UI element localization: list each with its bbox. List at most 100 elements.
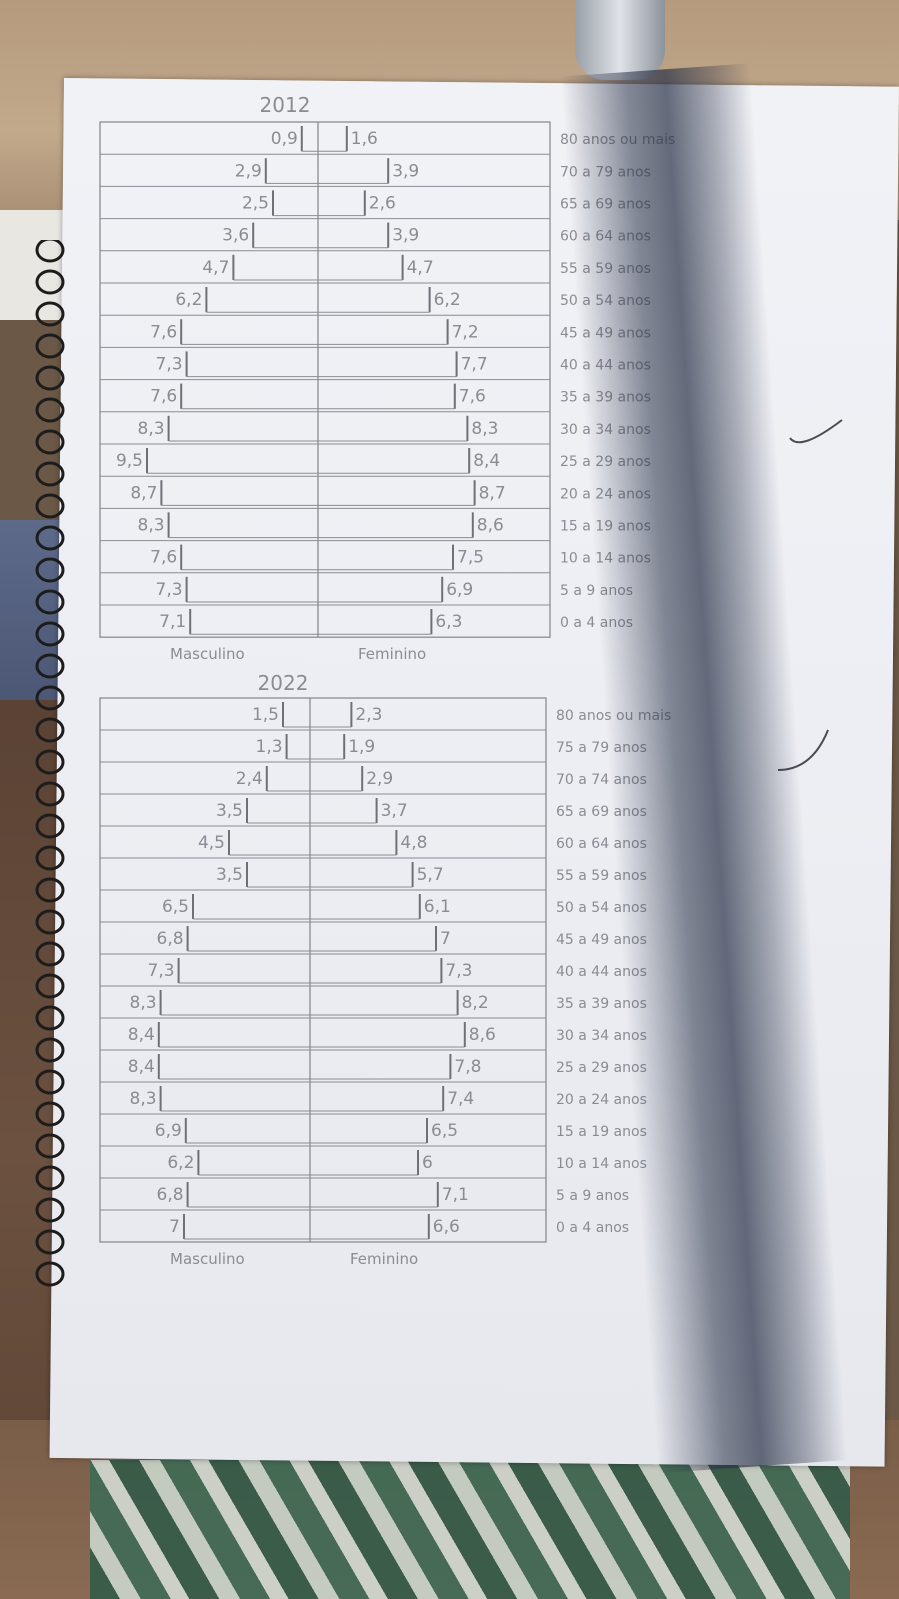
male-value-label: 6,2	[167, 1153, 194, 1173]
age-group-label: 0 a 4 anos	[556, 1220, 629, 1236]
spiral-ring	[35, 813, 65, 839]
male-value-label: 2,4	[236, 769, 263, 789]
male-value-label: 7,3	[148, 961, 175, 981]
female-value-label: 7,3	[445, 961, 472, 981]
spiral-ring	[35, 1261, 65, 1287]
age-group-label: 15 a 19 anos	[556, 1124, 647, 1140]
series-label-male: Masculino	[170, 645, 245, 663]
female-value-label: 6,6	[433, 1217, 460, 1237]
female-value-label: 7,2	[452, 322, 479, 342]
age-group-label: 20 a 24 anos	[556, 1092, 647, 1108]
female-value-label: 8,3	[471, 419, 498, 439]
male-value-label: 6,9	[155, 1121, 182, 1141]
male-value-label: 3,5	[216, 801, 243, 821]
age-group-label: 5 a 9 anos	[560, 583, 633, 599]
spiral-ring	[35, 941, 65, 967]
female-value-label: 1,9	[348, 737, 375, 757]
female-value-label: 5,7	[417, 865, 444, 885]
spiral-ring	[35, 1229, 65, 1255]
notebook-spiral	[35, 240, 65, 1287]
series-label-female: Feminino	[358, 645, 426, 663]
spiral-ring	[35, 1069, 65, 1095]
age-group-label: 75 a 79 anos	[556, 740, 647, 756]
spiral-ring	[35, 973, 65, 999]
age-group-label: 0 a 4 anos	[560, 615, 633, 631]
age-group-label: 35 a 39 anos	[556, 996, 647, 1012]
male-value-label: 7,6	[150, 322, 177, 342]
male-value-label: 7,6	[150, 387, 177, 407]
age-group-label: 40 a 44 anos	[556, 964, 647, 980]
age-group-label: 30 a 34 anos	[556, 1028, 647, 1044]
series-label-male: Masculino	[170, 1250, 245, 1268]
age-group-label: 65 a 69 anos	[560, 197, 651, 213]
age-group-label: 20 a 24 anos	[560, 486, 651, 502]
female-value-label: 7,7	[461, 355, 488, 375]
female-value-label: 8,4	[473, 451, 500, 471]
spiral-ring	[35, 301, 65, 327]
spiral-ring	[35, 461, 65, 487]
spiral-ring	[35, 1101, 65, 1127]
age-group-label: 60 a 64 anos	[556, 836, 647, 852]
male-value-label: 8,7	[130, 483, 157, 503]
female-value-label: 2,9	[366, 769, 393, 789]
female-value-label: 1,6	[351, 129, 378, 149]
male-value-label: 7,1	[159, 612, 186, 632]
female-value-label: 6,2	[434, 290, 461, 310]
age-group-label: 15 a 19 anos	[560, 519, 651, 535]
age-group-label: 30 a 34 anos	[560, 422, 651, 438]
age-group-label: 45 a 49 anos	[556, 932, 647, 948]
chart-frame	[99, 697, 547, 1243]
spiral-ring	[35, 269, 65, 295]
spiral-ring	[35, 877, 65, 903]
female-value-label: 8,2	[462, 993, 489, 1013]
age-group-label: 80 anos ou mais	[560, 132, 675, 148]
male-value-label: 8,3	[138, 516, 165, 536]
male-value-label: 4,5	[198, 833, 225, 853]
spiral-ring	[35, 1133, 65, 1159]
spiral-ring	[35, 1197, 65, 1223]
male-value-label: 4,7	[202, 258, 229, 278]
female-value-label: 7,4	[447, 1089, 474, 1109]
female-value-label: 7,6	[459, 387, 486, 407]
age-group-label: 65 a 69 anos	[556, 804, 647, 820]
female-value-label: 7,1	[442, 1185, 469, 1205]
female-value-label: 4,7	[407, 258, 434, 278]
female-value-label: 3,7	[381, 801, 408, 821]
age-group-label: 80 anos ou mais	[556, 708, 671, 724]
spiral-ring	[35, 717, 65, 743]
male-value-label: 1,3	[256, 737, 283, 757]
female-value-label: 2,6	[369, 194, 396, 214]
female-value-label: 8,6	[469, 1025, 496, 1045]
spiral-ring	[35, 397, 65, 423]
male-value-label: 8,3	[138, 419, 165, 439]
spiral-ring	[35, 333, 65, 359]
female-value-label: 6,1	[424, 897, 451, 917]
spiral-ring	[35, 1037, 65, 1063]
chart-2022: 2022 1,5 2,3 80 anos ou mais 1,3 1,9 75 a 79 a…	[99, 671, 671, 1268]
male-value-label: 7,6	[150, 548, 177, 568]
spiral-ring	[35, 845, 65, 871]
age-group-label: 45 a 49 anos	[560, 325, 651, 341]
female-value-label: 8,6	[477, 516, 504, 536]
age-group-label: 5 a 9 anos	[556, 1188, 629, 1204]
male-value-label: 7,3	[156, 580, 183, 600]
male-value-label: 6,8	[157, 1185, 184, 1205]
female-value-label: 7	[440, 929, 451, 949]
age-group-label: 10 a 14 anos	[560, 551, 651, 567]
male-value-label: 6,2	[175, 290, 202, 310]
female-value-label: 6,3	[435, 612, 462, 632]
spiral-ring	[35, 493, 65, 519]
female-value-label: 7,8	[454, 1057, 481, 1077]
female-value-label: 2,3	[355, 705, 382, 725]
female-value-label: 3,9	[392, 226, 419, 246]
chart-2012: 2012 0,9 1,6 80 anos ou mais 2,9 3,9 70 a 79 a…	[99, 93, 675, 663]
age-group-label: 55 a 59 anos	[560, 261, 651, 277]
male-value-label: 3,5	[216, 865, 243, 885]
spiral-ring	[35, 525, 65, 551]
female-value-label: 6,9	[446, 580, 473, 600]
male-value-label: 9,5	[116, 451, 143, 471]
male-value-label: 6,5	[162, 897, 189, 917]
check-mark	[789, 419, 843, 444]
spiral-ring	[35, 1005, 65, 1031]
age-group-label: 35 a 39 anos	[560, 390, 651, 406]
